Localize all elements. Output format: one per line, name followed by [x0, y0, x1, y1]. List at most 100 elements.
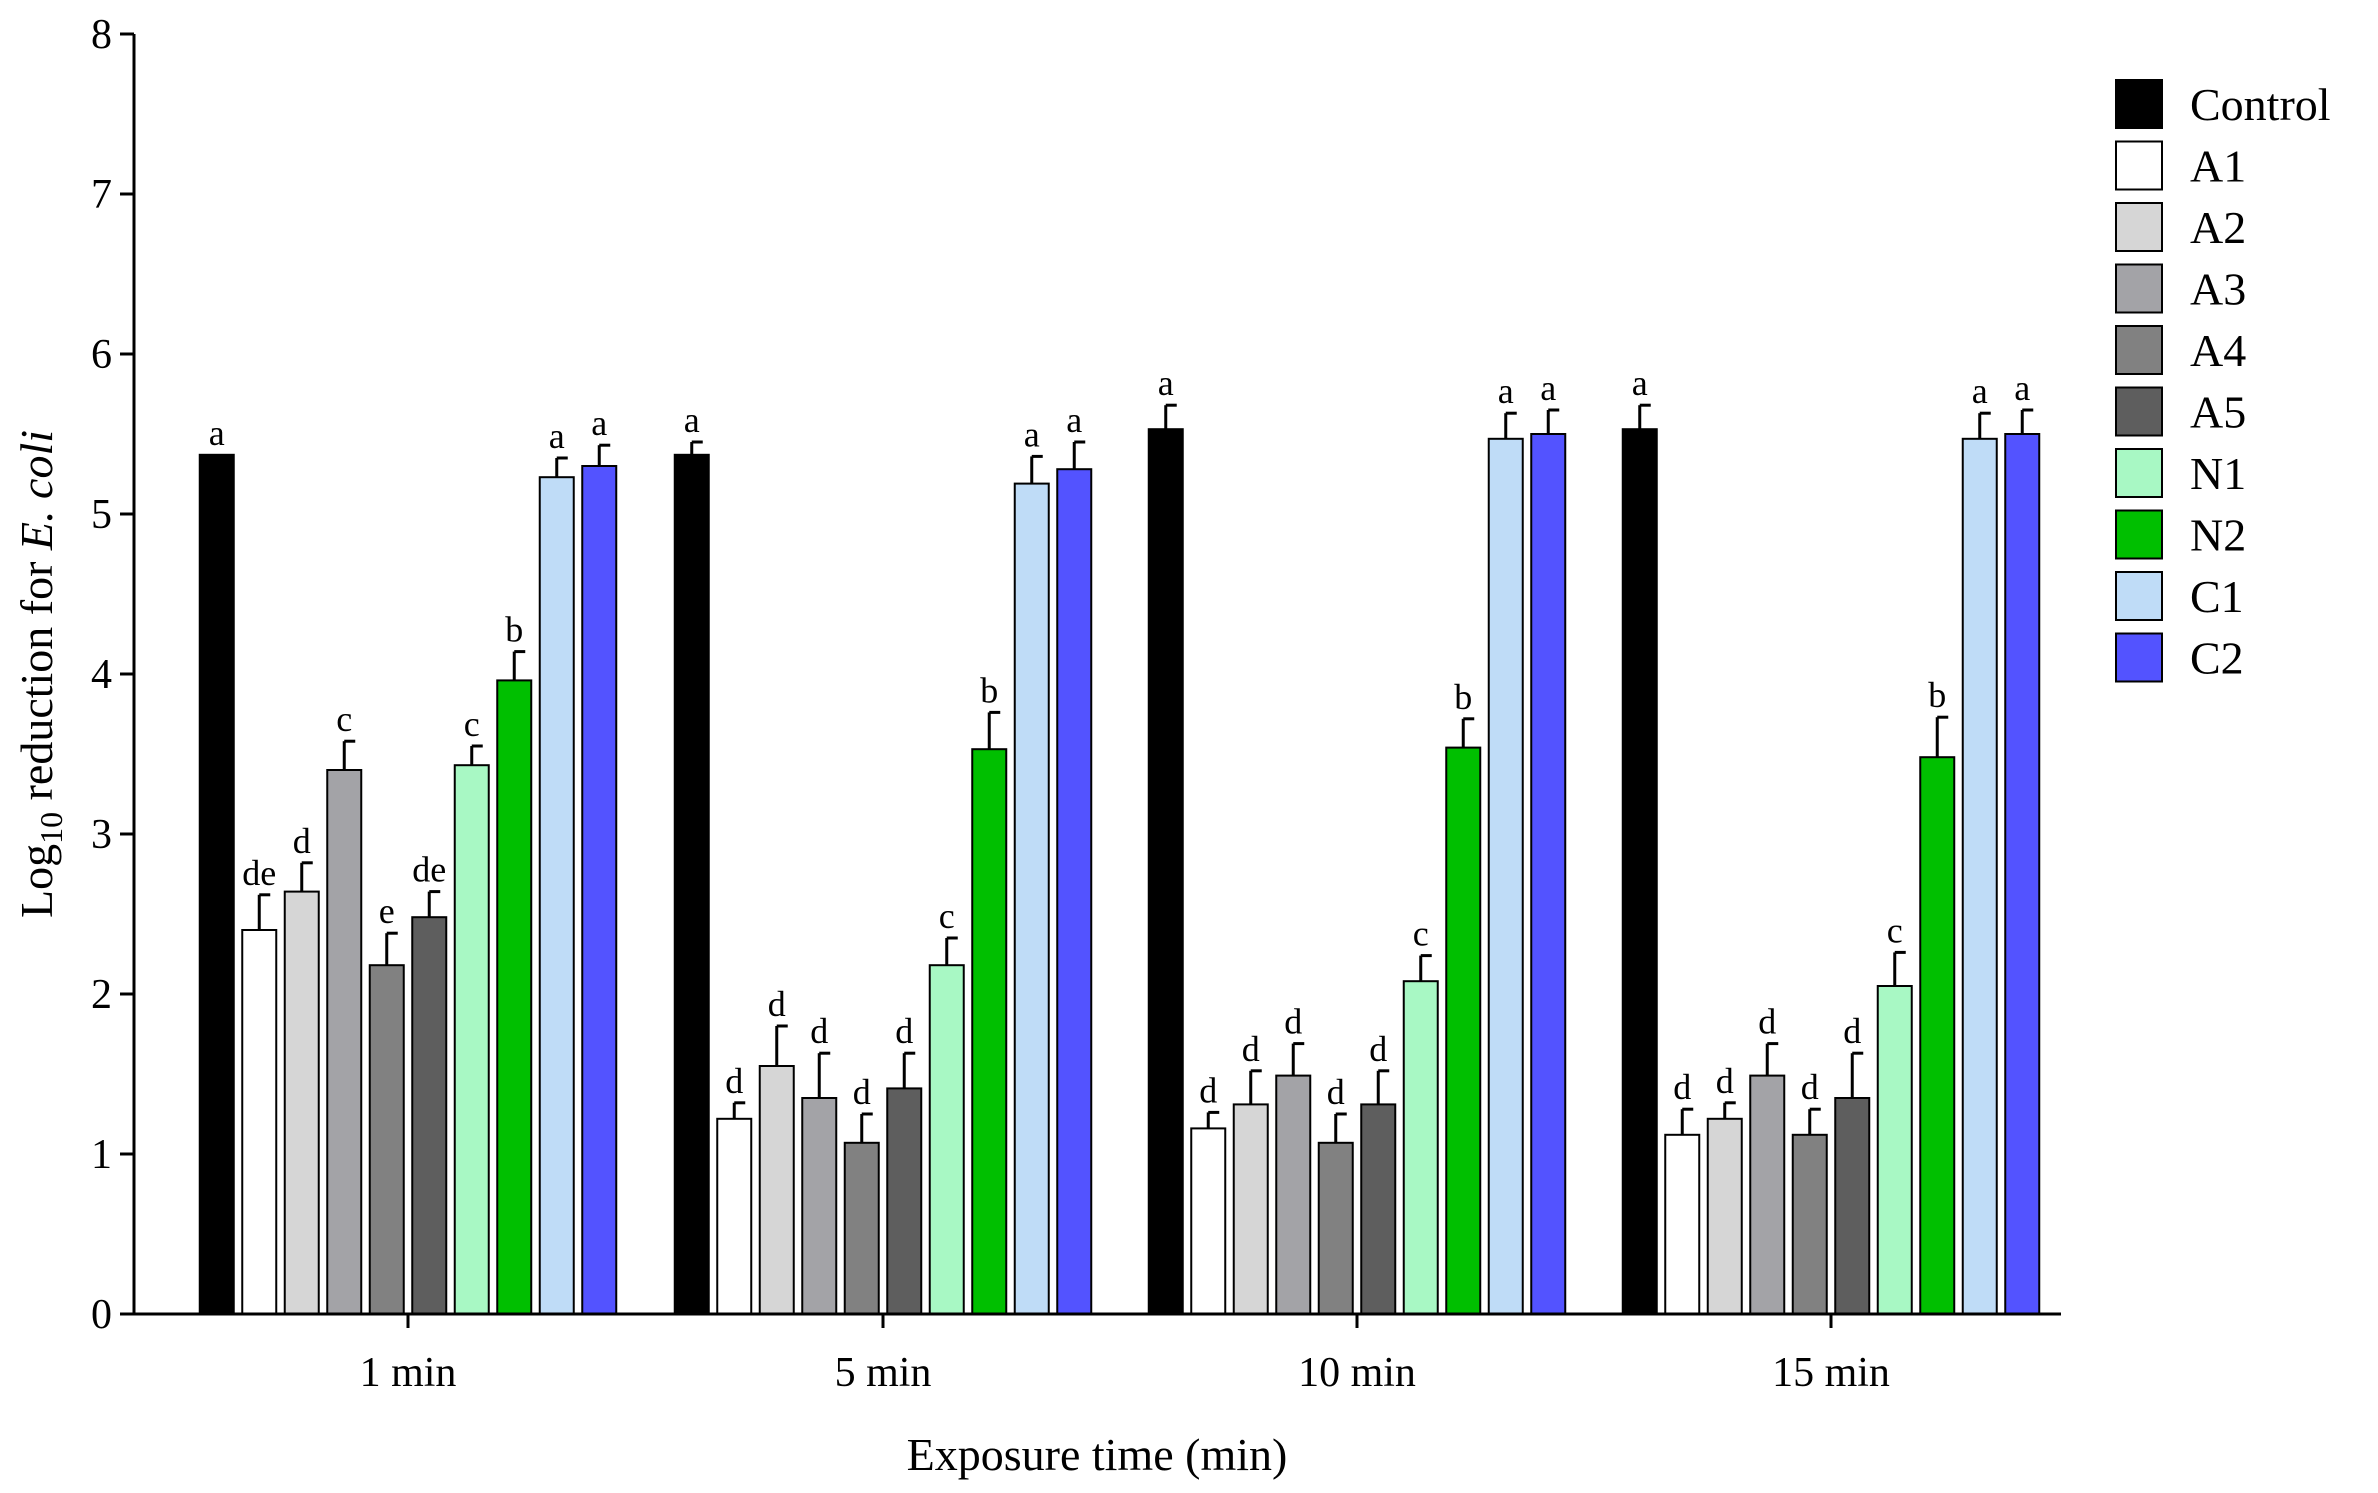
bar [1013, 482, 1050, 1316]
bar [1834, 1097, 1871, 1315]
significance-letter: c [1413, 914, 1429, 954]
bar [1791, 1133, 1828, 1316]
bar [673, 453, 710, 1315]
bar [886, 1087, 923, 1316]
y-tick-label: 8 [91, 12, 112, 58]
bar [1664, 1133, 1701, 1316]
significance-letter: d [1673, 1067, 1691, 1107]
y-axis-title-subscript: 10 [33, 812, 69, 844]
significance-letter: c [939, 896, 955, 936]
bar [1317, 1141, 1354, 1316]
bar [928, 964, 965, 1315]
bar [1876, 985, 1913, 1315]
y-tick-label: 1 [91, 1132, 112, 1178]
y-tick-label: 3 [91, 812, 112, 858]
significance-letter: d [1199, 1070, 1217, 1110]
y-axis-title-middle: reduction for [11, 550, 62, 812]
y-tick-label: 6 [91, 332, 112, 378]
significance-letter: c [1887, 910, 1903, 950]
y-tick-label: 0 [91, 1292, 112, 1338]
significance-letter: a [1498, 371, 1514, 411]
legend-label: A2 [2190, 202, 2246, 253]
bar [411, 916, 448, 1315]
bar [538, 476, 575, 1315]
bar [198, 453, 235, 1315]
y-axis-title-organism: E. coli [11, 430, 62, 551]
significance-letter: d [1801, 1067, 1819, 1107]
x-tick-label: 15 min [1772, 1350, 1890, 1396]
bar [971, 748, 1008, 1315]
significance-letter: d [725, 1061, 743, 1101]
bar [1749, 1074, 1786, 1315]
bar [1232, 1103, 1269, 1316]
significance-letter: c [464, 704, 480, 744]
bar [1530, 433, 1567, 1315]
significance-letter: a [1972, 371, 1988, 411]
legend: Control A1 A2 A3 A4 A5 N1 N2 C1 C2 [2115, 79, 2331, 684]
bar [1402, 980, 1439, 1315]
significance-letter: b [1454, 677, 1472, 717]
legend-label: A5 [2190, 387, 2246, 438]
significance-letter: a [684, 400, 700, 440]
significance-letter: d [810, 1011, 828, 1051]
bar [2004, 433, 2041, 1315]
significance-letter: d [293, 821, 311, 861]
significance-letter: d [1284, 1002, 1302, 1042]
x-axis-title: Exposure time (min) [907, 1429, 1288, 1480]
bar [326, 769, 363, 1315]
significance-letter: a [1158, 363, 1174, 403]
legend-swatch [2115, 263, 2163, 314]
legend-swatch [2115, 202, 2163, 252]
bar [801, 1097, 838, 1315]
y-ticks: 0 1 2 3 4 5 6 7 8 [91, 12, 134, 1338]
significance-letter: a [2014, 368, 2030, 408]
legend-label: C1 [2190, 571, 2244, 622]
x-tick-label: 1 min [360, 1350, 457, 1396]
legend-swatch [2115, 140, 2163, 191]
legend-label: C2 [2190, 633, 2244, 684]
legend-swatch [2115, 386, 2163, 437]
significance-letter: a [209, 413, 225, 453]
bar [1147, 428, 1184, 1315]
bar [1487, 437, 1524, 1315]
y-tick-label: 7 [91, 172, 112, 218]
significance-letter: d [853, 1072, 871, 1112]
bar [1056, 468, 1093, 1315]
bar [581, 465, 618, 1315]
bar [843, 1141, 880, 1316]
bar [1621, 428, 1658, 1315]
legend-swatch [2115, 632, 2163, 683]
significance-letter: a [591, 403, 607, 443]
bar [453, 764, 490, 1315]
significance-letter: d [1843, 1011, 1861, 1051]
x-tick-label: 5 min [835, 1350, 932, 1396]
bar [283, 890, 320, 1315]
bar [368, 964, 405, 1315]
bar [1919, 756, 1956, 1315]
y-tick-label: 5 [91, 492, 112, 538]
legend-label: A3 [2190, 264, 2246, 315]
significance-letter: c [336, 699, 352, 739]
significance-letter: de [412, 850, 446, 890]
significance-letter: d [1327, 1072, 1345, 1112]
bar [1190, 1127, 1227, 1316]
significance-letter: b [505, 610, 523, 650]
bar [758, 1065, 795, 1315]
y-axis-title: Log10 reduction for E. coli [11, 430, 69, 918]
significance-letter: a [1632, 363, 1648, 403]
legend-label: A4 [2190, 325, 2246, 376]
bar [716, 1117, 753, 1316]
significance-letter: d [1242, 1029, 1260, 1069]
bar [1275, 1074, 1312, 1315]
bar [1360, 1103, 1397, 1316]
x-ticks: 1 min 5 min 10 min 15 min [360, 1314, 1890, 1396]
bar [1706, 1117, 1743, 1316]
bar [1961, 437, 1998, 1315]
y-tick-label: 4 [91, 652, 112, 698]
legend-swatch [2115, 571, 2163, 621]
significance-letter: a [1024, 414, 1040, 454]
significance-letter: d [895, 1011, 913, 1051]
significance-letter: b [1928, 675, 1946, 715]
significance-letter: a [1540, 368, 1556, 408]
